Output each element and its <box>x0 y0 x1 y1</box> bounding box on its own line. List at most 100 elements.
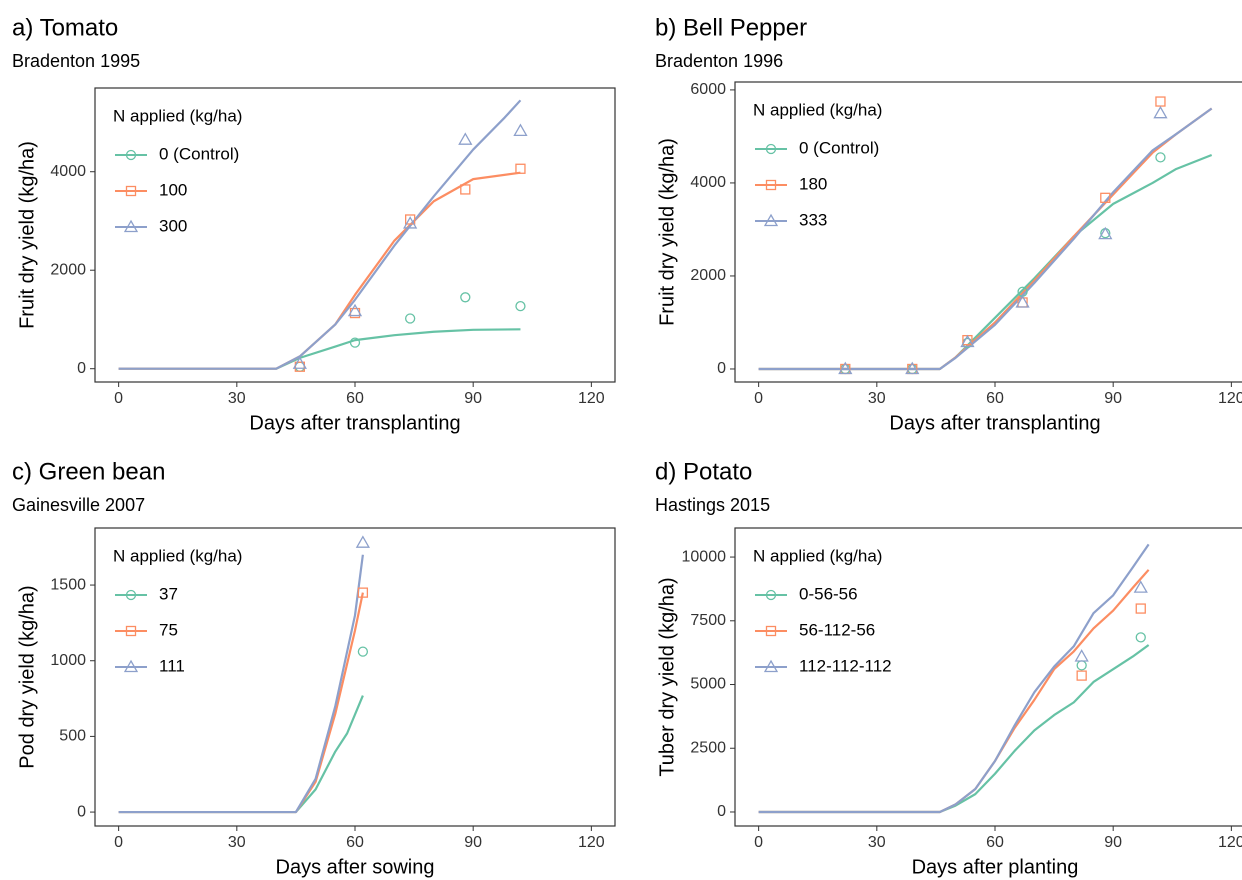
legend-text: 0 (Control) <box>799 138 879 157</box>
y-tick-label: 0 <box>717 803 726 820</box>
x-tick-label: 0 <box>114 390 123 407</box>
series-line <box>118 99 522 370</box>
marker-triangle <box>292 356 307 369</box>
panel-title: a) Tomato <box>12 14 118 41</box>
marker-square <box>460 184 471 195</box>
x-tick-label: 90 <box>1104 834 1122 851</box>
legend-title: N applied (kg/ha) <box>753 100 882 119</box>
marker-square <box>125 625 137 637</box>
legend-text: 180 <box>799 174 827 193</box>
y-axis-title: Fruit dry yield (kg/ha) <box>16 141 38 329</box>
legend-text: 56-112-56 <box>799 620 875 639</box>
series-line <box>118 592 364 814</box>
x-tick-label: 60 <box>346 390 364 407</box>
y-tick-label: 500 <box>59 728 86 745</box>
marker-triangle <box>905 361 920 375</box>
x-tick-label: 30 <box>868 390 886 407</box>
legend-text: 0 (Control) <box>159 144 239 163</box>
x-tick-label: 60 <box>346 834 364 851</box>
legend-text: 333 <box>799 210 827 229</box>
y-tick-label: 0 <box>77 803 86 820</box>
series-line <box>758 107 1213 371</box>
y-tick-label: 7500 <box>690 612 726 629</box>
y-tick-label: 4000 <box>50 163 86 180</box>
series-line <box>118 328 521 370</box>
y-tick-label: 5000 <box>690 676 726 693</box>
marker-triangle <box>838 361 853 375</box>
y-tick-label: 2000 <box>690 267 726 284</box>
plot-frame <box>94 527 616 827</box>
marker-square <box>765 625 777 637</box>
marker-triangle <box>513 123 528 136</box>
y-axis-title: Tuber dry yield (kg/ha) <box>656 577 678 776</box>
y-tick-label: 2500 <box>690 739 726 756</box>
x-axis-title: Days after sowing <box>276 856 435 878</box>
x-tick-label: 60 <box>986 390 1004 407</box>
panel: d) Potato Hastings 2015 0 30 60 90 120 0 2500 500… <box>655 458 1242 878</box>
y-tick-label: 1000 <box>50 652 86 669</box>
y-axis-title: Pod dry yield (kg/ha) <box>16 585 38 768</box>
marker-square <box>357 587 369 598</box>
marker-triangle <box>355 535 370 548</box>
marker-circle <box>1135 632 1146 643</box>
marker-circle <box>1076 660 1087 671</box>
marker-circle <box>357 646 369 657</box>
x-tick-label: 0 <box>754 834 763 851</box>
marker-square <box>1076 670 1087 681</box>
legend-title: N applied (kg/ha) <box>753 546 882 565</box>
x-axis-title: Days after transplanting <box>889 412 1100 434</box>
x-tick-label: 0 <box>754 390 763 407</box>
y-tick-label: 2000 <box>50 261 86 278</box>
panel-subtitle: Gainesville 2007 <box>12 495 145 515</box>
marker-triangle <box>1015 295 1030 308</box>
series-line <box>758 644 1150 814</box>
panel-title: b) Bell Pepper <box>655 14 807 41</box>
series-line <box>118 695 364 814</box>
x-tick-label: 30 <box>228 834 246 851</box>
marker-circle <box>405 313 416 324</box>
marker-circle <box>765 143 777 155</box>
x-tick-label: 90 <box>1104 390 1122 407</box>
x-tick-label: 120 <box>578 390 605 407</box>
panel-subtitle: Bradenton 1996 <box>655 51 783 71</box>
legend-text: 300 <box>159 216 187 235</box>
x-tick-label: 90 <box>464 390 482 407</box>
marker-square <box>765 179 777 191</box>
legend-text: 75 <box>159 620 178 639</box>
marker-triangle <box>123 659 139 673</box>
y-tick-label: 0 <box>77 360 86 377</box>
marker-triangle <box>458 132 473 145</box>
panel: b) Bell Pepper Bradenton 1996 0 30 60 90 120 0 2… <box>655 14 1242 434</box>
marker-triangle <box>1153 105 1168 119</box>
x-axis-title: Days after transplanting <box>249 412 460 434</box>
y-tick-label: 4000 <box>690 174 726 191</box>
x-axis-title: Days after planting <box>912 856 1079 878</box>
panel: c) Green bean Gainesville 2007 0 30 60 90 120 0… <box>12 458 616 878</box>
x-tick-label: 60 <box>986 834 1004 851</box>
y-tick-label: 6000 <box>690 81 726 98</box>
x-tick-label: 30 <box>228 390 246 407</box>
marker-circle <box>125 589 137 601</box>
marker-circle <box>765 589 777 601</box>
marker-triangle <box>1074 649 1089 662</box>
panel: a) Tomato Bradenton 1995 0 30 60 90 120 0 2000 40… <box>12 14 616 434</box>
marker-square <box>1100 192 1111 203</box>
marker-square <box>515 163 526 174</box>
marker-triangle <box>403 216 418 229</box>
marker-circle <box>460 292 471 303</box>
legend-title: N applied (kg/ha) <box>113 546 242 565</box>
y-tick-label: 1500 <box>50 576 86 593</box>
panel-subtitle: Hastings 2015 <box>655 495 770 515</box>
x-tick-label: 30 <box>868 834 886 851</box>
y-tick-label: 0 <box>717 360 726 377</box>
marker-circle <box>349 337 361 348</box>
panel-title: c) Green bean <box>12 458 165 485</box>
marker-circle <box>1155 152 1166 163</box>
marker-triangle <box>960 334 975 348</box>
series-line <box>758 569 1150 814</box>
series-line <box>758 543 1150 814</box>
x-tick-label: 0 <box>114 834 123 851</box>
legend-text: 0-56-56 <box>799 584 858 603</box>
marker-triangle <box>1098 226 1113 240</box>
marker-triangle <box>763 659 779 673</box>
